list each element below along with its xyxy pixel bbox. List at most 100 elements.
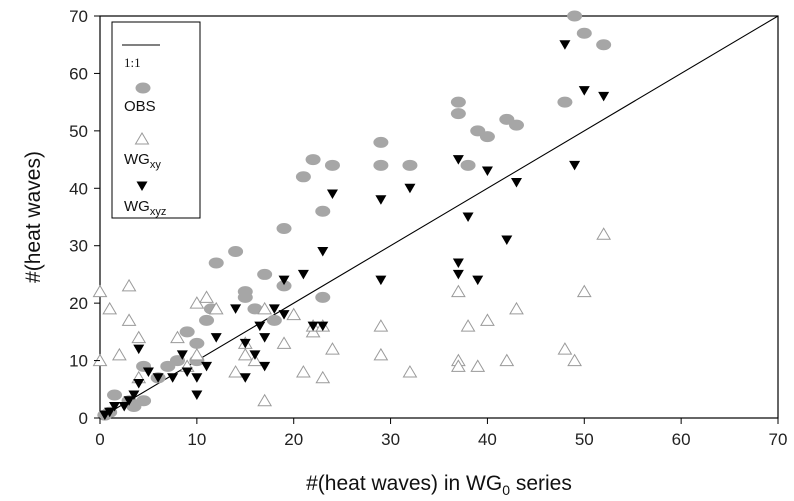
data-point-wgxyz (181, 367, 193, 378)
x-tick-label: 50 (575, 430, 594, 449)
data-point-wgxy (276, 336, 292, 349)
data-point-obs (257, 268, 273, 280)
data-point-obs (596, 39, 612, 51)
data-point-wgxy (170, 330, 185, 344)
data-point-wgxyz (317, 321, 329, 332)
legend-label-wgxyz: WGxyz (124, 198, 166, 218)
data-point-obs (315, 291, 331, 303)
data-point-wgxy (92, 284, 108, 298)
y-tick-label: 50 (69, 122, 88, 141)
data-point-wgxyz (375, 275, 387, 286)
legend-label-wgxy: WGxy (124, 151, 161, 171)
data-point-wgxy (509, 301, 524, 315)
data-point-obs (402, 159, 418, 171)
y-axis-title: #(heat waves) (22, 151, 45, 283)
data-point-wgxyz (176, 350, 188, 360)
data-point-obs (107, 389, 123, 401)
data-point-wgxy (121, 313, 137, 326)
x-tick-label: 10 (187, 430, 206, 449)
data-point-wgxyz (210, 333, 222, 343)
data-point-obs (315, 205, 331, 217)
data-point-obs (179, 326, 195, 338)
data-point-wgxyz (307, 321, 319, 332)
data-point-wgxy (189, 347, 205, 361)
data-point-wgxyz (128, 390, 140, 401)
data-point-wgxy (325, 342, 340, 355)
data-point-wgxy (199, 290, 214, 303)
data-point-wgxyz (254, 321, 266, 332)
data-point-wgxyz (167, 373, 179, 383)
data-point-wgxyz (259, 361, 271, 372)
y-tick-label: 60 (69, 64, 88, 83)
x-tick-label: 70 (769, 430, 788, 449)
data-point-wgxyz (142, 367, 154, 378)
data-point-wgxy (208, 301, 224, 315)
data-point-wgxyz (510, 178, 522, 188)
data-point-wgxy (460, 319, 476, 332)
data-point-wgxyz (118, 402, 130, 412)
data-point-obs (557, 96, 573, 108)
data-point-obs (276, 280, 292, 292)
x-tick-label: 60 (672, 430, 691, 449)
legend-wgxy-swatch (134, 132, 150, 145)
data-point-wgxyz (230, 304, 242, 314)
data-point-obs (450, 108, 466, 120)
data-point-obs (228, 245, 244, 257)
data-point-wgxy (450, 284, 466, 298)
data-point-wgxyz (278, 310, 290, 320)
data-point-wgxyz (297, 269, 309, 280)
data-point-obs (479, 131, 495, 143)
data-point-wgxy (567, 353, 582, 367)
data-point-obs (305, 154, 321, 166)
data-point-wgxyz (191, 373, 203, 383)
legend-obs-swatch (135, 82, 151, 94)
data-point-wgxyz (452, 155, 464, 165)
legend-label-obs: OBS (124, 98, 156, 115)
data-point-wgxyz (123, 396, 135, 406)
data-point-obs (295, 171, 311, 183)
data-point-wgxy (102, 301, 118, 315)
data-point-wgxy (111, 347, 127, 361)
data-point-wgxy (286, 307, 302, 321)
series-wgxy (92, 227, 612, 407)
data-point-wgxyz (239, 338, 251, 349)
data-point-obs (136, 395, 152, 407)
data-point-obs (247, 303, 263, 315)
data-point-wgxy (257, 301, 273, 315)
x-axis-title: #(heat waves) in WG0 series (306, 472, 572, 498)
data-point-wgxyz (569, 160, 581, 171)
data-point-wgxy (121, 278, 137, 292)
data-point-wgxyz (317, 246, 329, 257)
data-point-obs (576, 27, 592, 39)
plot-frame-group (99, 15, 779, 419)
data-point-wgxyz (133, 344, 145, 355)
data-point-wgxy (576, 284, 592, 298)
data-point-wgxyz (239, 373, 251, 383)
x-tick-label: 40 (478, 430, 497, 449)
data-point-wgxyz (481, 166, 493, 177)
data-point-obs (460, 159, 476, 171)
data-point-wgxy (557, 342, 573, 355)
data-point-obs (237, 291, 253, 303)
data-point-wgxy (228, 365, 243, 378)
data-point-wgxyz (578, 86, 590, 96)
data-point-obs (199, 314, 215, 326)
data-point-wgxyz (326, 189, 338, 200)
data-point-wgxyz (259, 333, 271, 343)
legend-wgxyz-swatch (136, 181, 148, 191)
x-tick-label: 30 (381, 430, 400, 449)
data-point-obs (324, 159, 340, 171)
y-tick-label: 70 (69, 7, 88, 26)
data-point-wgxy (470, 359, 486, 372)
reference-line-group (99, 15, 779, 419)
data-point-wgxyz (268, 304, 280, 314)
y-tick-label: 10 (69, 352, 88, 371)
data-point-wgxy (131, 330, 147, 344)
data-point-obs (567, 10, 583, 22)
data-point-wgxy (237, 347, 253, 361)
data-point-wgxy (450, 359, 466, 372)
data-point-wgxyz (404, 183, 416, 194)
x-tick-label: 20 (284, 430, 303, 449)
data-point-wgxy (596, 227, 612, 240)
data-point-obs (276, 222, 292, 234)
